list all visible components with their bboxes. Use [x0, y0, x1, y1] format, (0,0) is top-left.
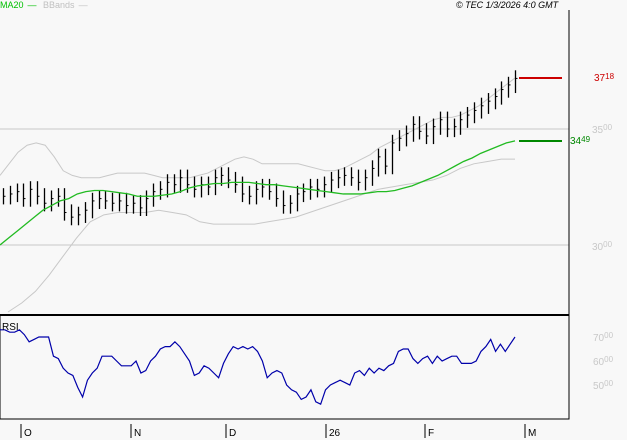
price-markers — [519, 77, 562, 142]
ma20-value-label: 3449 — [570, 135, 591, 147]
rsi-line — [0, 329, 516, 406]
bollinger-lower-band — [7, 158, 515, 313]
legend-ma20: MA20— — [0, 0, 37, 10]
x-tick-feb: F — [428, 428, 435, 439]
x-tick-nov: N — [134, 428, 142, 439]
last-price-label: 3718 — [594, 72, 615, 84]
x-tick-oct: O — [24, 428, 32, 439]
rsi-tick-50: 5000 — [593, 379, 614, 392]
copyright-timestamp: © TEC 1/3/2026 4:0 GMT — [456, 0, 559, 10]
legend-bbands: BBands — — [43, 0, 88, 10]
rsi-label: RSI — [2, 322, 19, 333]
x-axis-ticks — [20, 424, 526, 438]
rsi-panel-frame — [0, 314, 570, 420]
legend: MA20— BBands — — [0, 0, 92, 11]
x-tick-mar: M — [528, 428, 537, 439]
ma20-line — [0, 140, 516, 246]
ohlc-bars — [2, 70, 518, 226]
y-tick-3500: 3500 — [592, 123, 613, 136]
bollinger-upper-band — [0, 77, 516, 179]
rsi-tick-70: 7000 — [593, 331, 614, 344]
x-tick-dec: D — [229, 428, 237, 439]
y-tick-3000: 3000 — [592, 240, 613, 253]
rsi-tick-60: 6000 — [593, 355, 614, 368]
x-tick-2026: 26 — [329, 428, 341, 439]
